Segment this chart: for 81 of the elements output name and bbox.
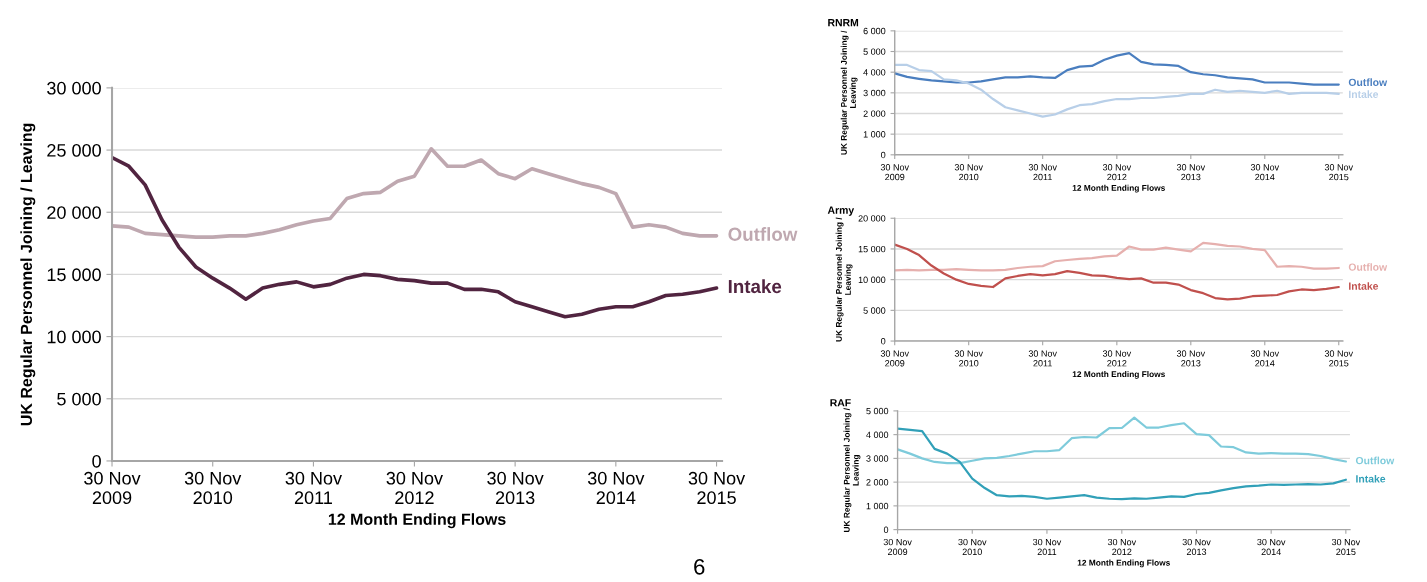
- y-tick-label: 5 000: [863, 307, 886, 314]
- y-tick-label: 10 000: [858, 276, 886, 284]
- y-axis-title: UK Regular Personnel Joining / Leaving: [840, 30, 858, 155]
- series-label: Intake: [728, 279, 782, 294]
- series-label: Outflow: [1348, 78, 1388, 87]
- x-axis-title: 12 Month Ending Flows: [1072, 371, 1165, 379]
- y-tick-label: 4 000: [866, 431, 889, 438]
- x-tick-label: 30 Nov 2012: [1102, 164, 1132, 181]
- y-tick-label: 5 000: [866, 407, 889, 415]
- x-tick-label: 30 Nov 2010: [954, 350, 983, 367]
- x-tick-label: 30 Nov 2009: [880, 164, 909, 181]
- y-tick-label: 15 000: [47, 268, 101, 282]
- x-tick-label: 30 Nov 2015: [1331, 538, 1361, 555]
- y-axis-title: UK Regular Personnel Joining / Leaving: [843, 408, 861, 533]
- y-tick-label: 5 000: [863, 48, 886, 55]
- x-tick-label: 30 Nov 2013: [1176, 350, 1206, 367]
- y-axis-title: UK Regular Personnel Joining / Leaving: [835, 217, 853, 342]
- chart-title: Army: [827, 206, 855, 216]
- x-tick-label: 30 Nov 2013: [1182, 538, 1211, 555]
- y-tick-label: 3 000: [866, 455, 889, 462]
- x-tick-label: 30 Nov 2013: [1176, 164, 1206, 181]
- series-label: Outflow: [1355, 456, 1395, 465]
- x-tick-label: 30 Nov 2015: [1324, 350, 1354, 367]
- x-tick-label: 30 Nov 2014: [587, 471, 645, 505]
- y-tick-label: 15 000: [858, 245, 886, 253]
- y-tick-label: 20 000: [858, 215, 886, 222]
- chart-title: RNRM: [828, 19, 859, 27]
- series-label: Intake: [1349, 282, 1379, 290]
- x-tick-label: 30 Nov 2011: [1028, 350, 1057, 367]
- x-tick-label: 30 Nov 2012: [1102, 350, 1132, 367]
- series-label: Intake: [1356, 474, 1386, 483]
- x-tick-label: 30 Nov 2012: [1107, 538, 1137, 555]
- y-tick-label: 0: [883, 526, 889, 533]
- text: 6: [694, 558, 705, 575]
- series-label: Intake: [1349, 90, 1379, 99]
- x-tick-label: 30 Nov 2010: [958, 538, 987, 555]
- x-tick-label: 30 Nov 2015: [688, 471, 746, 505]
- x-tick-label: 30 Nov 2009: [880, 350, 909, 367]
- y-tick-label: 25 000: [47, 143, 101, 157]
- x-axis-title: 12 Month Ending Flows: [328, 513, 506, 529]
- x-tick-label: 30 Nov 2011: [1032, 538, 1062, 555]
- line-series: [894, 63, 1340, 118]
- y-tick-label: 10 000: [47, 330, 101, 344]
- line-series: [894, 243, 1340, 301]
- line-series: [112, 147, 719, 239]
- line-series: [897, 416, 1347, 465]
- y-tick-label: 0: [881, 151, 886, 159]
- y-axis-title: UK Regular Personnel Joining / Leaving: [20, 123, 36, 426]
- x-tick-label: 30 Nov 2010: [184, 471, 242, 505]
- line-series: [897, 427, 1347, 501]
- line-series: [894, 241, 1340, 272]
- x-tick-label: 30 Nov 2009: [883, 538, 912, 555]
- x-axis-title: 12 Month Ending Flows: [1072, 184, 1165, 193]
- y-tick-label: 2 000: [866, 479, 889, 486]
- y-tick-label: 4 000: [863, 69, 886, 76]
- x-tick-label: 30 Nov 2014: [1257, 538, 1286, 555]
- line-series: [112, 155, 719, 319]
- chart-title: RAF: [830, 399, 851, 407]
- y-tick-label: 30 000: [47, 81, 101, 95]
- y-tick-label: 2 000: [863, 110, 886, 117]
- x-tick-label: 30 Nov 2014: [1250, 350, 1280, 367]
- y-tick-label: 1 000: [866, 502, 889, 510]
- x-tick-label: 30 Nov 2014: [1250, 164, 1280, 181]
- x-tick-label: 30 Nov 2013: [487, 471, 544, 505]
- line-series: [894, 52, 1340, 86]
- y-tick-label: 20 000: [47, 206, 101, 219]
- y-tick-label: 3 000: [863, 89, 886, 97]
- series-label: Outflow: [1348, 263, 1388, 271]
- x-tick-label: 30 Nov 2009: [84, 471, 141, 505]
- series-label: Outflow: [728, 227, 798, 241]
- x-tick-label: 30 Nov 2011: [285, 471, 342, 505]
- x-tick-label: 30 Nov 2011: [1028, 164, 1057, 181]
- x-axis-title: 12 Month Ending Flows: [1077, 559, 1170, 568]
- x-tick-label: 30 Nov 2010: [954, 164, 983, 181]
- y-tick-label: 0: [92, 454, 101, 468]
- y-tick-label: 0: [881, 338, 886, 345]
- y-tick-label: 6 000: [863, 27, 886, 35]
- y-tick-label: 5 000: [57, 392, 101, 406]
- y-tick-label: 1 000: [863, 131, 886, 138]
- x-tick-label: 30 Nov 2015: [1324, 164, 1354, 181]
- x-tick-label: 30 Nov 2012: [386, 471, 443, 505]
